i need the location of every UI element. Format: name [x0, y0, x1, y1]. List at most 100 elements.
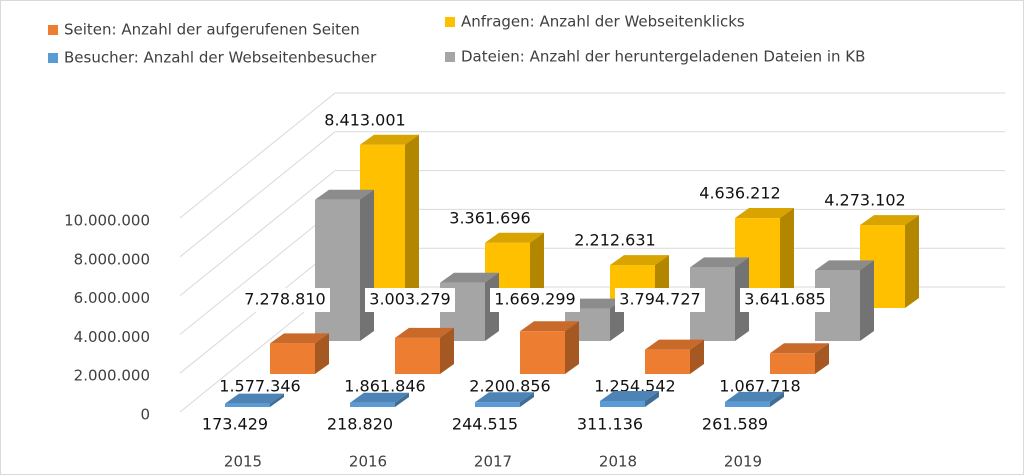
bar-side — [315, 333, 329, 374]
value-label: 7.278.810 — [244, 290, 325, 309]
label-box — [615, 288, 705, 312]
legend-swatch — [445, 52, 455, 62]
label-box — [240, 288, 330, 312]
y-tick-label: 0 — [140, 406, 150, 424]
bar-side — [520, 392, 534, 407]
bar-side — [690, 339, 704, 374]
value-label: 2.212.631 — [574, 231, 655, 250]
bar — [225, 393, 284, 407]
bar-top — [690, 257, 749, 268]
x-tick-label: 2019 — [724, 453, 762, 471]
legend-label: Dateien: Anzahl der heruntergeladenen Da… — [461, 48, 865, 66]
value-label: 3.361.696 — [449, 208, 530, 227]
bar-front — [475, 402, 520, 407]
bar — [315, 189, 374, 341]
bar-side — [645, 390, 659, 407]
value-label: 261.589 — [702, 415, 768, 434]
x-tick-label: 2018 — [599, 453, 637, 471]
value-label: 8.413.001 — [324, 110, 405, 129]
bar-side — [860, 260, 874, 341]
value-label: 1.577.346 — [219, 377, 300, 396]
bar-top — [350, 392, 409, 403]
bar-top — [440, 272, 499, 283]
bar-top — [770, 343, 829, 354]
bar-top — [315, 189, 374, 200]
bar-top — [520, 321, 579, 332]
value-label: 3.003.279 — [369, 290, 450, 309]
bar-front — [600, 400, 645, 407]
bar-top — [485, 232, 544, 243]
bar-side — [270, 393, 284, 407]
bar-front — [395, 337, 440, 374]
bar — [520, 321, 579, 374]
bar-top — [860, 215, 919, 226]
bar-side — [440, 327, 454, 374]
bar-side — [780, 208, 794, 308]
value-label: 1.669.299 — [494, 290, 575, 309]
y-tick-label: 2.000.000 — [74, 367, 150, 385]
bar-side — [905, 215, 919, 308]
value-label: 1.861.846 — [344, 377, 425, 396]
value-label: 173.429 — [202, 415, 268, 434]
bar-top — [645, 339, 704, 350]
value-label: 1.067.718 — [719, 377, 800, 396]
legend-swatch — [48, 53, 58, 63]
bar-front — [520, 331, 565, 374]
legend-swatch — [445, 17, 455, 27]
bar-top — [610, 255, 669, 266]
y-tick-label: 6.000.000 — [74, 289, 150, 307]
value-label: 218.820 — [327, 415, 393, 434]
bar-front — [225, 403, 270, 407]
bar-top — [270, 333, 329, 344]
bar — [475, 392, 534, 407]
bar — [270, 333, 329, 374]
grid-line — [179, 170, 336, 296]
value-label: 311.136 — [577, 415, 643, 434]
bar-side — [815, 343, 829, 374]
label-box — [740, 288, 830, 312]
legend-swatch — [48, 25, 58, 35]
value-label: 2.200.856 — [469, 377, 550, 396]
bar-front — [770, 353, 815, 374]
bar — [725, 391, 784, 407]
bar-top — [395, 327, 454, 338]
bar-front — [645, 349, 690, 374]
bar — [645, 339, 704, 374]
y-tick-label: 4.000.000 — [74, 328, 150, 346]
bar-front — [350, 402, 395, 407]
legend-label: Seiten: Anzahl der aufgerufenen Seiten — [64, 21, 360, 39]
bar-front — [270, 343, 315, 374]
x-tick-label: 2017 — [474, 453, 512, 471]
bar-top — [600, 390, 659, 401]
legend-label: Besucher: Anzahl der Webseitenbesucher — [64, 49, 377, 67]
bar-side — [565, 321, 579, 374]
bar-side — [770, 391, 784, 407]
value-label: 3.794.727 — [619, 290, 700, 309]
value-label: 4.273.102 — [824, 191, 905, 210]
legend-label: Anfragen: Anzahl der Webseitenklicks — [461, 13, 745, 31]
value-label: 4.636.212 — [699, 184, 780, 203]
bar — [395, 327, 454, 374]
y-tick-label: 8.000.000 — [74, 250, 150, 268]
bar-side — [360, 189, 374, 341]
bar-top — [815, 260, 874, 271]
label-box — [365, 288, 455, 312]
bar-top — [225, 393, 284, 404]
bar-top — [735, 208, 794, 219]
bar-top — [475, 392, 534, 403]
label-box — [490, 288, 580, 312]
bar — [600, 390, 659, 407]
value-label: 3.641.685 — [744, 290, 825, 309]
value-label: 244.515 — [452, 415, 518, 434]
bar — [770, 343, 829, 374]
bar-side — [395, 392, 409, 407]
x-tick-label: 2015 — [224, 453, 262, 471]
bar-top — [360, 134, 419, 145]
x-tick-label: 2016 — [349, 453, 387, 471]
bar-side — [405, 134, 419, 308]
y-tick-label: 10.000.000 — [64, 212, 150, 230]
bar-front — [315, 199, 360, 341]
bar-front — [725, 401, 770, 407]
